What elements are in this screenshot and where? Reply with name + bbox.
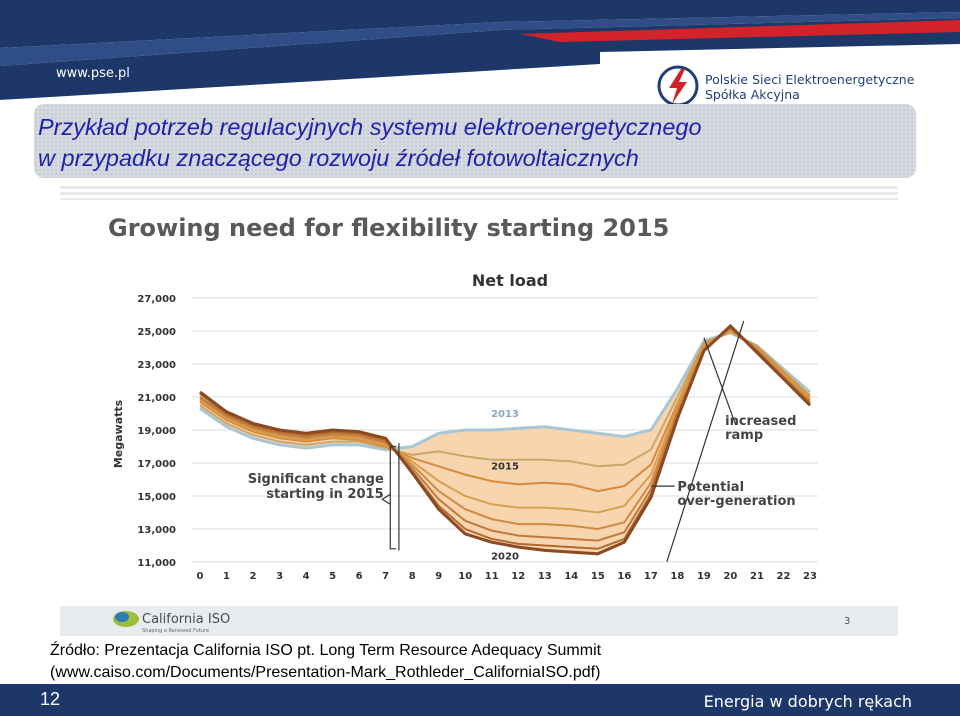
source-line2[interactable]: (www.caiso.com/Documents/Presentation-Ma… — [50, 664, 601, 681]
footer-slogan: Energia w dobrych rękach — [703, 692, 912, 711]
page-number: 12 — [40, 689, 61, 709]
net-load-chart: Growing need for flexibility starting 20… — [60, 186, 898, 636]
source-line1: Źródło: Prezentacja California ISO pt. L… — [50, 642, 602, 659]
embedded-stripes-top — [60, 186, 898, 200]
net-load-line-2020 — [199, 323, 812, 556]
x-tick-label: 6 — [356, 571, 363, 582]
y-tick-label: 13,000 — [137, 525, 176, 536]
annotation-increased-ramp: increased ramp — [725, 414, 796, 443]
x-tick-label: 9 — [435, 571, 442, 582]
y-tick-label: 23,000 — [137, 360, 176, 371]
x-tick-label: 18 — [670, 571, 684, 582]
y-tick-label: 25,000 — [137, 327, 176, 338]
slide-title-line1: Przykład potrzeb regulacyjnych systemu e… — [38, 114, 702, 140]
embedded-footer-band — [60, 606, 898, 636]
x-tick-label: 15 — [591, 571, 605, 582]
annotation-bracket — [381, 445, 397, 550]
net-load-line-2015 — [199, 329, 811, 493]
x-tick-label: 20 — [723, 571, 737, 582]
x-tick-label: 1 — [223, 571, 230, 582]
series-label-2013: 2013 — [491, 409, 519, 420]
net-load-line-series-2 — [199, 331, 811, 468]
y-axis-label: Megawatts — [112, 399, 125, 468]
org-name: Polskie Sieci Elektroenergetyczne Spółka… — [705, 72, 914, 102]
x-tick-label: 10 — [458, 571, 472, 582]
annotation-significant-change: Significant change starting in 2015 — [248, 472, 384, 502]
california-iso-logo-text: California ISO — [142, 612, 230, 627]
slide-title-line2: w przypadku znaczącego rozwoju źródeł fo… — [38, 145, 639, 171]
ramp-line — [666, 320, 745, 563]
x-tick-label: 3 — [276, 571, 283, 582]
org-name-line1: Polskie Sieci Elektroenergetyczne — [705, 72, 915, 87]
x-tick-label: 11 — [485, 571, 499, 582]
title-box — [34, 104, 916, 178]
chart-title: Growing need for flexibility starting 20… — [108, 214, 669, 242]
source-citation: Źródło: Prezentacja California ISO pt. L… — [50, 640, 601, 684]
x-tick-label: 5 — [329, 571, 336, 582]
series-label-2020: 2020 — [491, 552, 519, 563]
x-tick-label: 23 — [803, 571, 817, 582]
y-tick-label: 27,000 — [137, 294, 176, 305]
x-tick-label: 19 — [697, 571, 711, 582]
x-tick-label: 7 — [382, 571, 389, 582]
x-tick-label: 0 — [197, 571, 204, 582]
site-url[interactable]: www.pse.pl — [56, 66, 130, 81]
org-name-line2: Spółka Akcyjna — [705, 87, 800, 102]
x-tick-label: 13 — [538, 571, 552, 582]
x-tick-label: 22 — [777, 571, 791, 582]
y-tick-label: 17,000 — [137, 459, 176, 470]
pse-logo-icon — [657, 65, 699, 107]
annotation-over-generation: Potential over-generation — [677, 480, 795, 509]
footer-band — [0, 684, 960, 716]
x-tick-label: 21 — [750, 571, 764, 582]
embedded-page-number: 3 — [844, 616, 850, 627]
y-tick-label: 21,000 — [137, 393, 176, 404]
california-iso-tagline: Shaping a Renewed Future — [142, 628, 209, 634]
y-tick-label: 15,000 — [137, 492, 176, 503]
x-tick-label: 2 — [250, 571, 257, 582]
x-tick-label: 17 — [644, 571, 658, 582]
x-tick-label: 16 — [617, 571, 631, 582]
ramp-pointer — [703, 337, 737, 426]
over-generation-area — [200, 326, 810, 554]
y-tick-label: 11,000 — [137, 558, 176, 569]
x-tick-label: 4 — [303, 571, 310, 582]
series-label-2015: 2015 — [491, 462, 519, 473]
net-load-line-2013 — [199, 331, 811, 452]
x-tick-label: 8 — [409, 571, 416, 582]
embedded-slide-bg — [60, 200, 898, 606]
x-tick-label: 14 — [564, 571, 578, 582]
x-tick-label: 12 — [511, 571, 525, 582]
chart-subtitle: Net load — [472, 271, 548, 290]
y-tick-label: 19,000 — [137, 426, 176, 437]
slide-title: Przykład potrzeb regulacyjnych systemu e… — [38, 112, 702, 174]
california-iso-logo: California ISO Shaping a Renewed Future — [113, 611, 230, 634]
